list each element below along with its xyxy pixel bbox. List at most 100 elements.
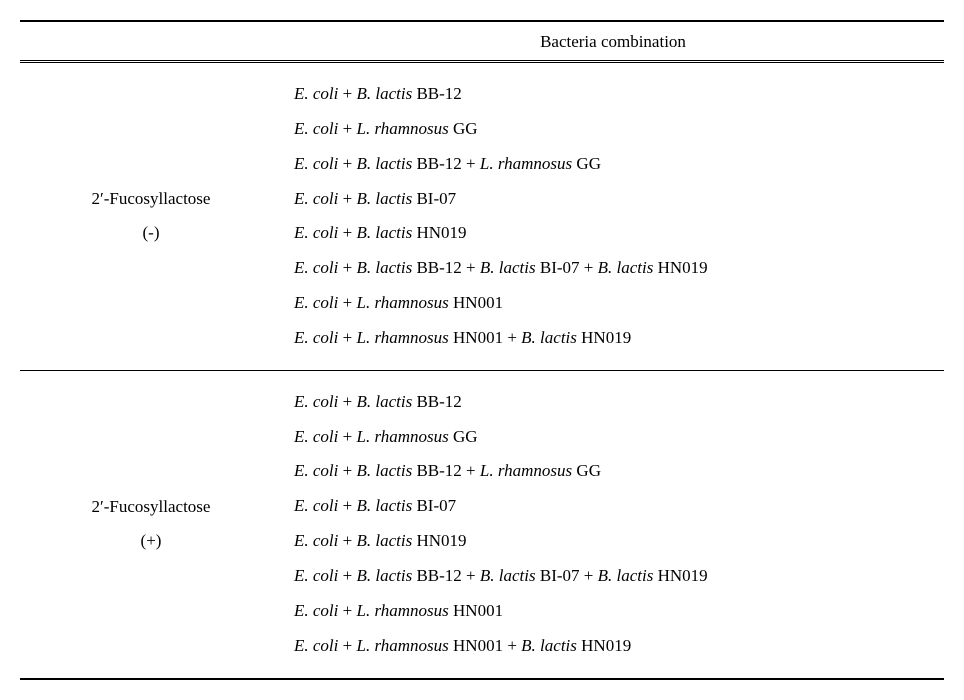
strain-or-operator: + [338,636,356,655]
table-row: 2′-Fucosyllactose(+)E. coli + B. lactis … [20,370,944,678]
species-name: L. rhamnosus [356,293,448,312]
strain-or-operator: BB-12 + [412,154,480,173]
bacteria-combination-line: E. coli + L. rhamnosus HN001 + B. lactis… [294,328,631,347]
species-name: B. lactis [356,461,412,480]
species-name: E. coli [294,119,338,138]
strain-or-operator: + [338,601,356,620]
strain-or-operator: GG [572,461,601,480]
list-item: E. coli + B. lactis BB-12 + B. lactis BI… [294,559,936,594]
species-name: B. lactis [480,258,536,277]
species-name: L. rhamnosus [480,154,572,173]
strain-or-operator: + [338,328,356,347]
list-item: E. coli + B. lactis BB-12 [294,385,936,420]
species-name: E. coli [294,461,338,480]
species-name: B. lactis [480,566,536,585]
strain-or-operator: HN019 [412,531,466,550]
strain-or-operator: + [338,293,356,312]
species-name: E. coli [294,636,338,655]
bacteria-combination-line: E. coli + L. rhamnosus HN001 + B. lactis… [294,636,631,655]
species-name: B. lactis [356,496,412,515]
species-name: L. rhamnosus [356,636,448,655]
species-name: B. lactis [598,566,654,585]
species-name: E. coli [294,392,338,411]
strain-or-operator: + [338,427,356,446]
bacteria-combination-line: E. coli + L. rhamnosus GG [294,427,478,446]
strain-or-operator: + [338,531,356,550]
list-item: E. coli + B. lactis BB-12 + L. rhamnosus… [294,147,936,182]
list-item: E. coli + L. rhamnosus GG [294,112,936,147]
species-name: B. lactis [521,328,577,347]
bacteria-combination-line: E. coli + B. lactis BB-12 + B. lactis BI… [294,258,708,277]
species-name: B. lactis [356,531,412,550]
list-item: E. coli + B. lactis BB-12 + L. rhamnosus… [294,454,936,489]
species-name: E. coli [294,328,338,347]
list-item: E. coli + B. lactis BI-07 [294,489,936,524]
header-right: Bacteria combination [282,21,944,62]
strain-or-operator: GG [449,119,478,138]
strain-or-operator: HN019 [577,328,631,347]
species-name: L. rhamnosus [356,601,448,620]
strain-or-operator: + [338,84,356,103]
strain-or-operator: HN001 [449,601,503,620]
strain-or-operator: HN019 [577,636,631,655]
species-name: B. lactis [521,636,577,655]
species-name: B. lactis [598,258,654,277]
strain-or-operator: HN001 + [449,328,521,347]
strain-or-operator: HN019 [653,566,707,585]
group-label-main: 2′-Fucosyllactose [21,491,281,523]
bacteria-combination-line: E. coli + B. lactis BB-12 + B. lactis BI… [294,566,708,585]
strain-or-operator: GG [449,427,478,446]
table-body: 2′-Fucosyllactose(-)E. coli + B. lactis … [20,62,944,679]
strain-or-operator: + [338,154,356,173]
strain-or-operator: BI-07 [412,189,456,208]
strain-or-operator: + [338,119,356,138]
species-name: B. lactis [356,223,412,242]
species-name: E. coli [294,189,338,208]
species-name: E. coli [294,154,338,173]
group-label-cell: 2′-Fucosyllactose(+) [20,370,282,678]
strain-or-operator: + [338,392,356,411]
combinations-cell: E. coli + B. lactis BB-12E. coli + L. rh… [282,370,944,678]
table-container: Bacteria combination 2′-Fucosyllactose(-… [20,20,944,680]
strain-or-operator: BI-07 + [536,566,598,585]
species-name: B. lactis [356,189,412,208]
species-name: L. rhamnosus [356,328,448,347]
strain-or-operator: + [338,189,356,208]
list-item: E. coli + B. lactis HN019 [294,524,936,559]
group-label-sub: (+) [141,525,162,557]
bacteria-combination-line: E. coli + L. rhamnosus GG [294,119,478,138]
strain-or-operator: GG [572,154,601,173]
list-item: E. coli + B. lactis BB-12 + B. lactis BI… [294,251,936,286]
strain-or-operator: BI-07 + [536,258,598,277]
species-name: E. coli [294,84,338,103]
species-name: L. rhamnosus [356,427,448,446]
species-name: E. coli [294,223,338,242]
strain-or-operator: BB-12 + [412,566,480,585]
species-name: L. rhamnosus [356,119,448,138]
species-name: B. lactis [356,566,412,585]
group-label-main: 2′-Fucosyllactose [21,183,281,215]
list-item: E. coli + L. rhamnosus HN001 + B. lactis… [294,321,936,356]
strain-or-operator: BB-12 [412,84,462,103]
strain-or-operator: + [338,566,356,585]
species-name: B. lactis [356,392,412,411]
bacteria-combination-line: E. coli + B. lactis HN019 [294,531,467,550]
bacteria-table: Bacteria combination 2′-Fucosyllactose(-… [20,20,944,680]
list-item: E. coli + B. lactis BB-12 [294,77,936,112]
list-item: E. coli + B. lactis BI-07 [294,182,936,217]
list-item: E. coli + L. rhamnosus HN001 + B. lactis… [294,629,936,664]
bacteria-combination-line: E. coli + B. lactis BB-12 [294,84,462,103]
bacteria-combination-line: E. coli + B. lactis BB-12 [294,392,462,411]
header-left [20,21,282,62]
table-header-row: Bacteria combination [20,21,944,62]
bacteria-combination-line: E. coli + B. lactis BI-07 [294,189,456,208]
species-name: E. coli [294,601,338,620]
species-name: E. coli [294,293,338,312]
bacteria-combination-line: E. coli + B. lactis BB-12 + L. rhamnosus… [294,154,601,173]
strain-or-operator: BI-07 [412,496,456,515]
species-name: B. lactis [356,154,412,173]
bacteria-combination-line: E. coli + B. lactis HN019 [294,223,467,242]
strain-or-operator: HN001 + [449,636,521,655]
species-name: E. coli [294,566,338,585]
bacteria-combination-line: E. coli + L. rhamnosus HN001 [294,601,503,620]
